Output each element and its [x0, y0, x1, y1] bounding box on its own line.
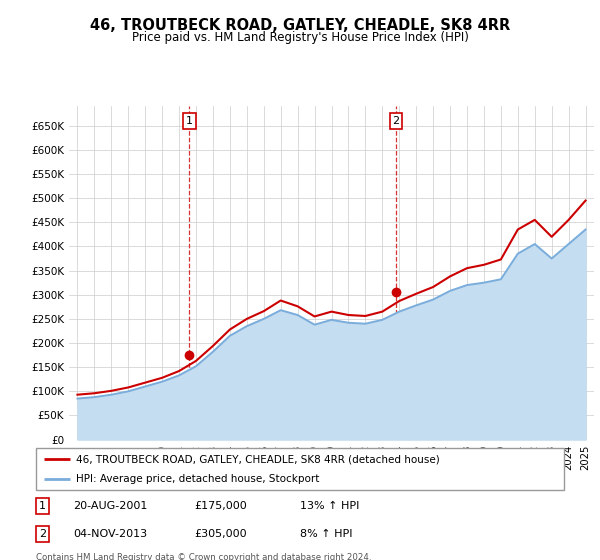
Text: Price paid vs. HM Land Registry's House Price Index (HPI): Price paid vs. HM Land Registry's House … [131, 31, 469, 44]
Text: HPI: Average price, detached house, Stockport: HPI: Average price, detached house, Stoc… [76, 474, 319, 484]
Text: 2: 2 [392, 116, 400, 126]
Text: 8% ↑ HPI: 8% ↑ HPI [300, 529, 353, 539]
Text: 46, TROUTBECK ROAD, GATLEY, CHEADLE, SK8 4RR: 46, TROUTBECK ROAD, GATLEY, CHEADLE, SK8… [90, 18, 510, 33]
Text: 1: 1 [39, 501, 46, 511]
Text: 04-NOV-2013: 04-NOV-2013 [73, 529, 147, 539]
Text: 2: 2 [39, 529, 46, 539]
Text: 1: 1 [186, 116, 193, 126]
Text: 13% ↑ HPI: 13% ↑ HPI [300, 501, 359, 511]
Text: 20-AUG-2001: 20-AUG-2001 [73, 501, 148, 511]
Text: Contains HM Land Registry data © Crown copyright and database right 2024.
This d: Contains HM Land Registry data © Crown c… [36, 553, 371, 560]
Text: £175,000: £175,000 [194, 501, 247, 511]
Text: £305,000: £305,000 [194, 529, 247, 539]
Text: 46, TROUTBECK ROAD, GATLEY, CHEADLE, SK8 4RR (detached house): 46, TROUTBECK ROAD, GATLEY, CHEADLE, SK8… [76, 454, 439, 464]
